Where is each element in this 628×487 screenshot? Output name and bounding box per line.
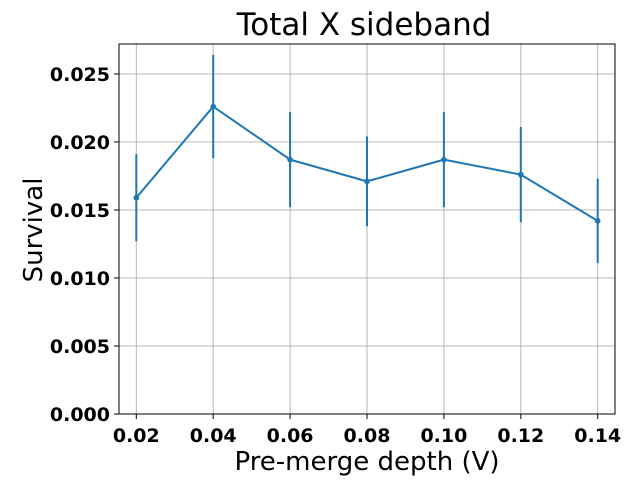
y-tick-label: 0.005	[50, 336, 110, 358]
data-point	[287, 156, 293, 163]
y-tick-label: 0.010	[50, 268, 110, 290]
x-tick-label: 0.08	[344, 425, 391, 447]
y-axis-label: Survival	[19, 178, 49, 283]
x-tick-label: 0.12	[497, 425, 544, 447]
y-tick-label: 0.025	[50, 64, 110, 86]
x-tick-label: 0.14	[574, 425, 621, 447]
x-tick-label: 0.06	[267, 425, 314, 447]
data-point	[210, 103, 217, 110]
x-tick-label: 0.02	[113, 425, 160, 447]
data-point	[364, 178, 370, 185]
series	[133, 54, 601, 264]
chart-title: Total X sideband	[236, 7, 492, 43]
grid	[119, 44, 615, 415]
y-tick-label: 0.000	[50, 404, 110, 426]
data-point	[133, 194, 140, 201]
y-tick-label: 0.015	[50, 200, 110, 222]
tick-labels: 0.02 0.04 0.06 0.08 0.10 0.12 0.14 0.000 0.005 0.…	[50, 64, 621, 447]
data-point	[517, 171, 524, 178]
x-tick-label: 0.10	[420, 425, 467, 447]
x-tick-label: 0.04	[190, 425, 237, 447]
data-point	[594, 218, 601, 224]
y-tick-label: 0.020	[50, 132, 110, 154]
x-axis-label: Pre-merge depth (V)	[234, 447, 499, 477]
series-layer	[133, 54, 601, 264]
data-point	[441, 156, 447, 163]
ticks	[114, 73, 599, 419]
